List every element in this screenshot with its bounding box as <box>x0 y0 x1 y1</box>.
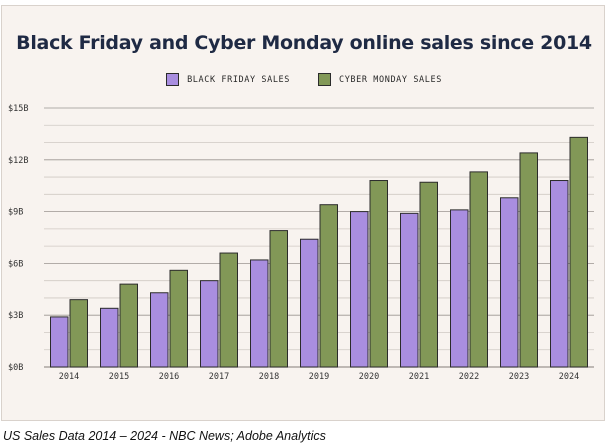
legend-item-cyber-monday: CYBER MONDAY SALES <box>318 73 442 86</box>
chart-title: Black Friday and Cyber Monday online sal… <box>16 32 592 54</box>
y-tick-label: $9B <box>8 208 23 218</box>
x-tick-label: 2023 <box>509 372 529 382</box>
bar-black-friday-2014 <box>50 316 69 368</box>
y-tick-label: $3B <box>8 311 23 321</box>
y-tick-label: $6B <box>8 259 23 269</box>
bar-cyber-monday-2020 <box>369 180 388 368</box>
bar-cyber-monday-2019 <box>319 204 338 368</box>
chart-legend: BLACK FRIDAY SALES CYBER MONDAY SALES <box>2 73 606 86</box>
x-tick-label: 2021 <box>409 372 429 382</box>
legend-label-black-friday: BLACK FRIDAY SALES <box>187 74 290 85</box>
bar-cyber-monday-2015 <box>119 283 138 368</box>
x-tick-label: 2014 <box>59 372 79 382</box>
bar-black-friday-2022 <box>450 209 469 368</box>
bar-black-friday-2017 <box>200 280 219 368</box>
x-tick-label: 2024 <box>559 372 579 382</box>
bar-cyber-monday-2018 <box>269 230 288 368</box>
bar-cyber-monday-2014 <box>69 299 88 368</box>
source-caption: US Sales Data 2014 – 2024 - NBC News; Ad… <box>3 429 326 443</box>
bar-cyber-monday-2017 <box>219 252 238 368</box>
legend-swatch-cyber-monday <box>318 73 331 86</box>
x-tick-label: 2022 <box>459 372 479 382</box>
bar-black-friday-2015 <box>100 307 119 368</box>
x-tick-label: 2018 <box>259 372 279 382</box>
legend-item-black-friday: BLACK FRIDAY SALES <box>166 73 290 86</box>
y-tick-label: $15B <box>8 104 28 114</box>
bar-black-friday-2019 <box>300 238 319 368</box>
bar-black-friday-2021 <box>400 212 419 368</box>
bar-cyber-monday-2024 <box>569 136 588 368</box>
x-tick-label: 2019 <box>309 372 329 382</box>
x-tick-label: 2017 <box>209 372 229 382</box>
bar-black-friday-2016 <box>150 292 169 368</box>
x-tick-label: 2015 <box>109 372 129 382</box>
bar-cyber-monday-2016 <box>169 269 188 368</box>
bar-black-friday-2020 <box>350 211 369 368</box>
bar-cyber-monday-2021 <box>419 181 438 368</box>
x-tick-label: 2020 <box>359 372 379 382</box>
y-tick-label: $0B <box>8 363 23 373</box>
bar-black-friday-2024 <box>550 180 569 368</box>
x-tick-label: 2016 <box>159 372 179 382</box>
y-tick-label: $12B <box>8 156 28 166</box>
bar-black-friday-2018 <box>250 259 269 368</box>
bar-cyber-monday-2023 <box>519 152 538 368</box>
bar-cyber-monday-2022 <box>469 171 488 368</box>
bar-black-friday-2023 <box>500 197 519 368</box>
legend-label-cyber-monday: CYBER MONDAY SALES <box>339 74 442 85</box>
legend-swatch-black-friday <box>166 73 180 86</box>
